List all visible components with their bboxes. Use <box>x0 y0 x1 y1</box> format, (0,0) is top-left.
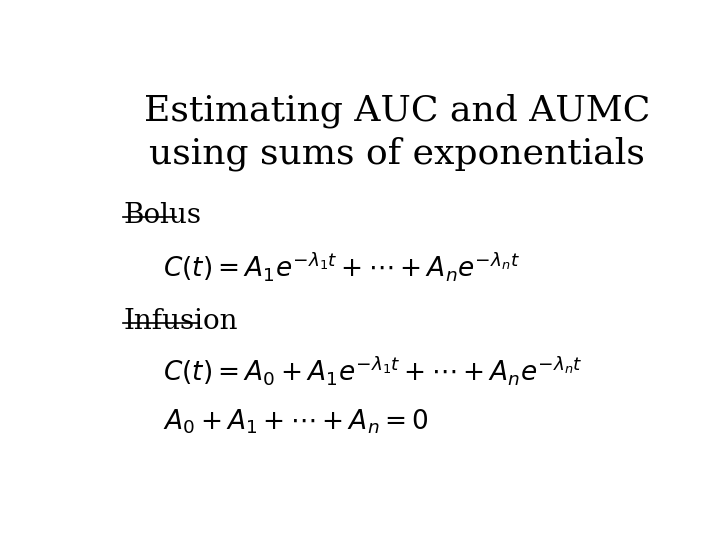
Text: $C(t) = A_1 e^{-\lambda_1 t} + \cdots + A_n e^{-\lambda_n t}$: $C(t) = A_1 e^{-\lambda_1 t} + \cdots + … <box>163 250 519 283</box>
Text: Infusion: Infusion <box>124 308 238 335</box>
Text: Estimating AUC and AUMC
using sums of exponentials: Estimating AUC and AUMC using sums of ex… <box>144 94 650 171</box>
Text: $C(t) = A_0 + A_1 e^{-\lambda_1 t} + \cdots + A_n e^{-\lambda_n t}$: $C(t) = A_0 + A_1 e^{-\lambda_1 t} + \cd… <box>163 354 582 387</box>
Text: $A_0 + A_1 + \cdots + A_n = 0$: $A_0 + A_1 + \cdots + A_n = 0$ <box>163 408 428 436</box>
Text: Bolus: Bolus <box>124 202 202 229</box>
